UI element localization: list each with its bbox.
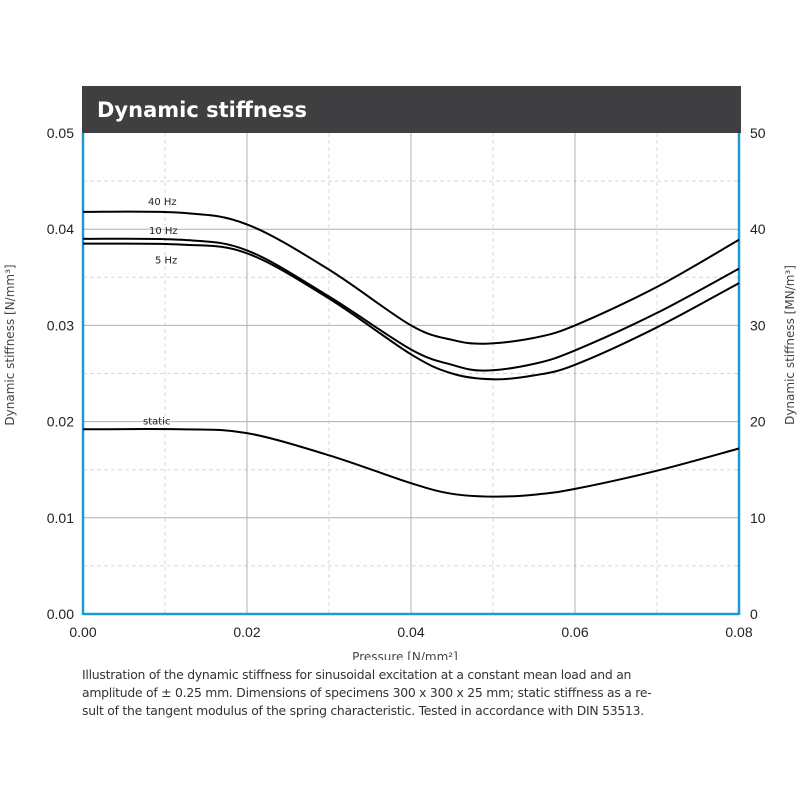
- y-tick-label-right: 10: [750, 510, 766, 526]
- y-tick-label-right: 20: [750, 414, 766, 430]
- y-tick-label-right: 50: [750, 125, 766, 141]
- series-labels: 40 Hz 10 Hz 5 Hz static: [143, 197, 178, 427]
- series-label-40-hz: 40 Hz: [148, 197, 177, 208]
- plot-frame: [81, 133, 741, 616]
- series-line-40-hz: [82, 210, 740, 345]
- series-label-static: static: [143, 416, 170, 427]
- caption-line: sult of the tangent modulus of the sprin…: [82, 703, 644, 718]
- chart-title: Dynamic stiffness: [97, 98, 307, 122]
- grid: [83, 133, 739, 614]
- y-tick-label-left: 0.04: [47, 221, 74, 237]
- ticks: 0.00 0.02 0.04 0.06 0.08 0.00 0.01 0.02 0.03 0.04…: [47, 125, 766, 640]
- y-axis-label-right: Dynamic stiffness [MN/m³]: [783, 265, 797, 425]
- series-line-10-hz: [82, 237, 740, 372]
- y-axis-label-left: Dynamic stiffness [N/mm³]: [3, 264, 17, 425]
- x-tick-label: 0.04: [397, 624, 424, 640]
- y-tick-label-left: 0.02: [47, 414, 74, 430]
- title-bar: [82, 86, 741, 133]
- y-tick-label-right: 40: [750, 221, 766, 237]
- y-tick-label-left: 0.00: [47, 606, 74, 622]
- series-label-5-hz: 5 Hz: [155, 256, 177, 267]
- series-line-static: [82, 428, 740, 498]
- x-tick-label: 0.06: [561, 624, 588, 640]
- series-label-10-hz: 10 Hz: [149, 226, 178, 237]
- y-tick-label-left: 0.05: [47, 125, 74, 141]
- x-axis-label: Pressure [N/mm²]: [352, 650, 458, 660]
- dynamic-stiffness-chart: Dynamic stiffness 40 Hz 10 Hz 5 Hz static 0…: [3, 86, 797, 660]
- y-tick-label-right: 30: [750, 317, 766, 333]
- caption: Illustration of the dynamic stiffness fo…: [82, 666, 742, 720]
- y-tick-label-right: 0: [750, 606, 758, 622]
- y-tick-label-left: 0.01: [47, 510, 74, 526]
- y-tick-label-left: 0.03: [47, 317, 74, 333]
- x-tick-label: 0.02: [233, 624, 260, 640]
- x-tick-label: 0.00: [69, 624, 96, 640]
- caption-line: Illustration of the dynamic stiffness fo…: [82, 667, 632, 682]
- x-tick-label: 0.08: [725, 624, 752, 640]
- series-line-5-hz: [82, 242, 740, 381]
- caption-line: amplitude of ± 0.25 mm. Dimensions of sp…: [82, 685, 652, 700]
- curves: [82, 210, 740, 498]
